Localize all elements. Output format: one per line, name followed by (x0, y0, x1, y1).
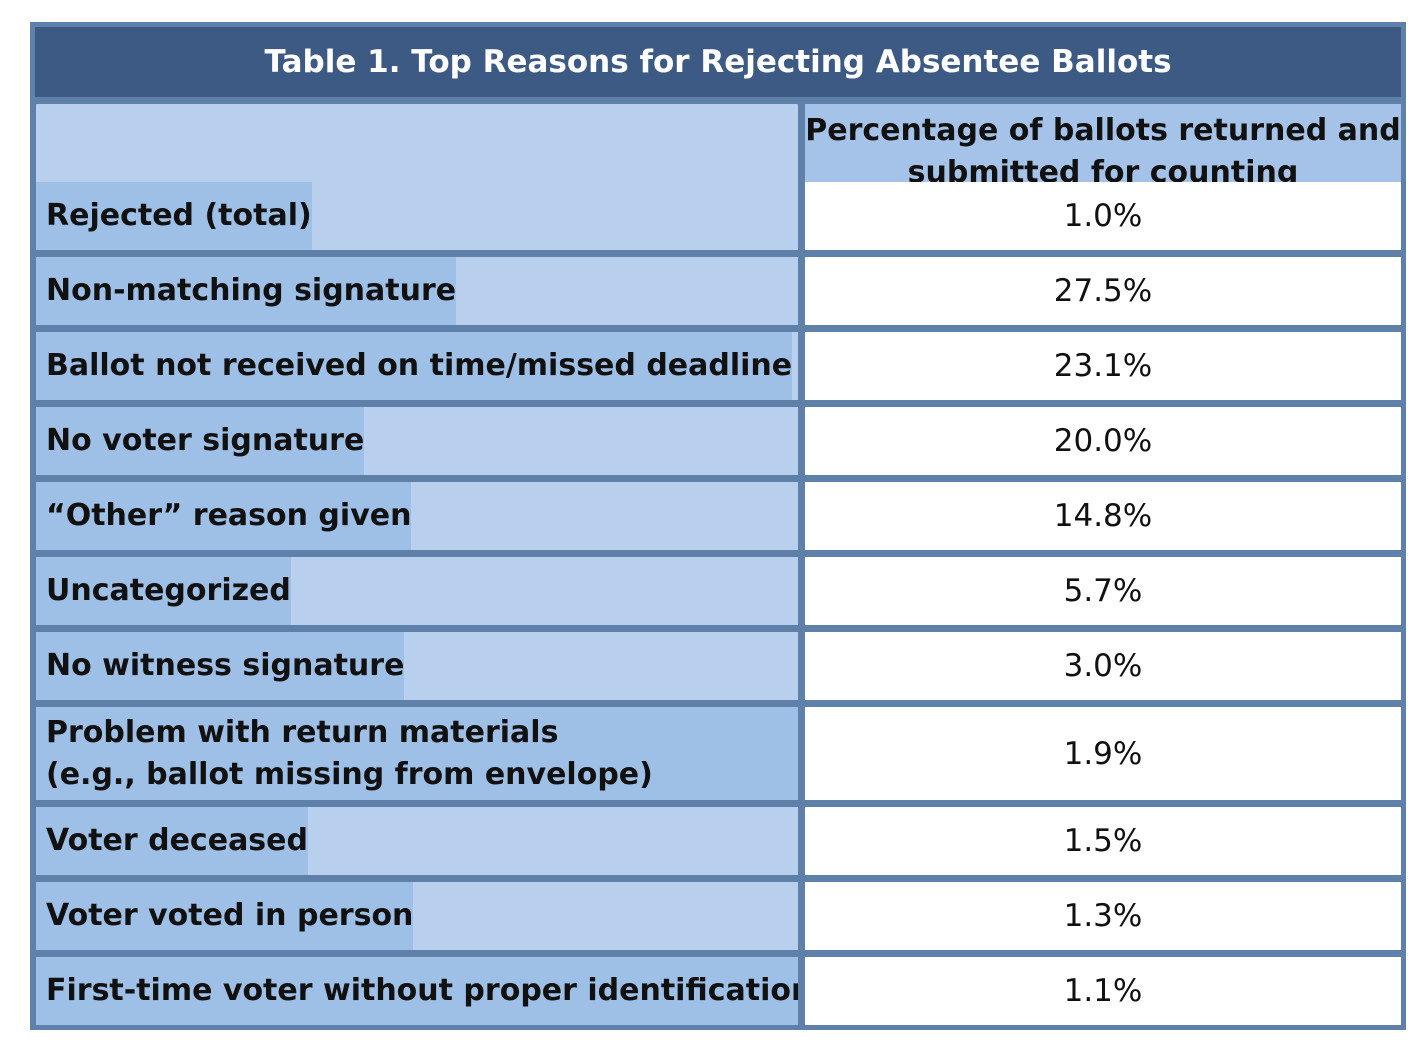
row-label-line: “Other” reason given (46, 498, 412, 533)
row-label-line: No witness signature (46, 648, 405, 683)
row-label-line: Uncategorized (46, 573, 291, 608)
row-value-cell: 5.7% (805, 557, 1401, 625)
row-label-line: Problem with return materials (46, 714, 559, 750)
row-label-highlight (36, 632, 405, 700)
row-label-cell: First-time voter without proper identifi… (36, 957, 798, 1025)
row-label-highlight (36, 182, 312, 250)
row-label-line: (e.g., ballot missing from envelope) (46, 756, 653, 792)
row-label-cell: No voter signature (36, 407, 798, 475)
row-label-highlight (36, 707, 798, 800)
row-label-line: Ballot not received on time/missed deadl… (46, 348, 793, 383)
row-label-cell: Problem with return materials (e.g., ball… (36, 707, 798, 800)
row-label-line: Rejected (total) (46, 198, 312, 233)
row-label: Uncategorized (46, 557, 291, 625)
row-label: Problem with return materials (e.g., ball… (46, 707, 653, 800)
row-label-cell: Voter deceased (36, 807, 798, 875)
rejection-reasons-table: Table 1. Top Reasons for Rejecting Absen… (30, 22, 1406, 1030)
row-label: Voter voted in person (46, 882, 413, 950)
row-label: “Other” reason given (46, 482, 411, 550)
row-label-highlight (36, 407, 365, 475)
row-label: Rejected (total) (46, 182, 312, 250)
row-label: Ballot not received on time/missed deadl… (46, 332, 792, 400)
row-label-highlight (36, 957, 798, 1025)
row-label-cell: “Other” reason given (36, 482, 798, 550)
row-label-highlight (36, 882, 414, 950)
row-label-line: Voter voted in person (46, 898, 414, 933)
row-label-line: No voter signature (46, 423, 365, 458)
row-label-highlight (36, 257, 457, 325)
row-label-highlight (36, 482, 412, 550)
row-label-cell: No witness signature (36, 632, 798, 700)
row-label-cell: Ballot not received on time/missed deadl… (36, 332, 798, 400)
row-label-highlight (36, 807, 308, 875)
row-value-cell: 27.5% (805, 257, 1401, 325)
row-label-cell: Non-matching signature (36, 257, 798, 325)
row-label: Non-matching signature (46, 257, 456, 325)
row-value-cell: 1.1% (805, 957, 1401, 1025)
row-label: No voter signature (46, 407, 364, 475)
row-value-cell: 1.9% (805, 707, 1401, 800)
row-label-line: First-time voter without proper identifi… (46, 973, 798, 1008)
row-label-line: Voter deceased (46, 823, 308, 858)
row-value-cell: 1.0% (805, 182, 1401, 250)
row-value-cell: 14.8% (805, 482, 1401, 550)
row-label-cell: Uncategorized (36, 557, 798, 625)
row-label-cell: Voter voted in person (36, 882, 798, 950)
row-value-cell: 20.0% (805, 407, 1401, 475)
row-value-cell: 23.1% (805, 332, 1401, 400)
header-percentage-line1: Percentage of ballots returned and (805, 113, 1401, 148)
row-value-cell: 3.0% (805, 632, 1401, 700)
row-value-cell: 1.5% (805, 807, 1401, 875)
row-label: No witness signature (46, 632, 404, 700)
row-label: First-time voter without proper identifi… (46, 957, 798, 1025)
table-title: Table 1. Top Reasons for Rejecting Absen… (35, 27, 1401, 97)
row-label-line: Non-matching signature (46, 273, 457, 308)
row-value-cell: 1.3% (805, 882, 1401, 950)
row-label-cell: Rejected (total) (36, 182, 798, 250)
row-label-highlight (36, 332, 793, 400)
row-label: Voter deceased (46, 807, 308, 875)
row-label-highlight (36, 557, 291, 625)
